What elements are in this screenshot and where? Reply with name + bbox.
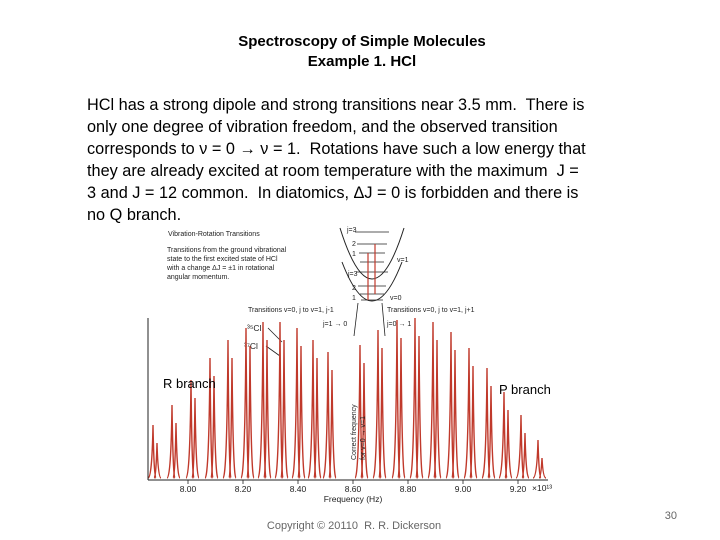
peak bbox=[427, 321, 437, 479]
x-label: Frequency (Hz) bbox=[324, 494, 383, 504]
paragraph-line: no Q branch. bbox=[87, 206, 181, 224]
peak bbox=[515, 414, 525, 479]
peak bbox=[397, 337, 406, 479]
peak bbox=[313, 357, 322, 479]
figure-caption: with a change ΔJ = ±1 in rotational bbox=[166, 265, 275, 272]
peak bbox=[487, 385, 496, 479]
peak bbox=[185, 379, 195, 479]
spectrum-peaks bbox=[147, 317, 547, 479]
peak bbox=[328, 369, 337, 479]
peak bbox=[191, 397, 200, 479]
peak bbox=[153, 442, 162, 479]
paragraph-line: corresponds to ν = 0 → ν = 1. Rotations … bbox=[87, 140, 586, 158]
p-branch-label: P branch bbox=[499, 382, 551, 397]
peak bbox=[433, 339, 442, 479]
transition-label: j=0 → 1 bbox=[386, 321, 411, 328]
peak bbox=[246, 345, 255, 479]
peak bbox=[532, 439, 542, 479]
x-tick-label: 8.60 bbox=[345, 484, 362, 494]
peak bbox=[322, 351, 332, 479]
transition-label: Transitions v=0, j to v=1, j-1 bbox=[248, 307, 334, 314]
figure-caption: state to the first excited state of HCl bbox=[167, 256, 278, 263]
copyright: Copyright © 20110 R. R. Dickerson bbox=[267, 520, 441, 532]
figure-caption: angular momentum. bbox=[167, 274, 229, 281]
paragraph-line: they are already excited at room tempera… bbox=[87, 162, 579, 180]
transition-label: j=1 → 0 bbox=[322, 321, 347, 328]
peak bbox=[166, 404, 176, 479]
state-label: v=0 bbox=[390, 295, 402, 302]
peak bbox=[297, 345, 306, 479]
figure-heading: Vibration-Rotation Transitions bbox=[168, 231, 260, 238]
peak bbox=[445, 331, 455, 479]
pointer bbox=[353, 302, 359, 337]
peak bbox=[378, 347, 387, 479]
pointer bbox=[381, 302, 386, 337]
isotope-label: ³⁷Cl bbox=[244, 341, 258, 351]
slide-title: Spectroscopy of Simple Molecules bbox=[238, 33, 486, 50]
upper-potential bbox=[339, 227, 405, 280]
peak bbox=[504, 409, 513, 479]
x-ticks: 8.00 8.20 8.40 8.60 8.80 9.00 9.20 bbox=[180, 480, 527, 494]
peak bbox=[210, 375, 219, 479]
center-label: Correct frequency for v=0 → v=1 bbox=[351, 404, 367, 460]
peak bbox=[469, 365, 478, 479]
peak bbox=[274, 321, 284, 479]
figure-caption: Transitions from the ground vibrational bbox=[167, 247, 287, 254]
page-number: 30 bbox=[665, 510, 677, 522]
peak bbox=[463, 347, 473, 479]
peak bbox=[307, 339, 317, 479]
state-label: v=1 bbox=[397, 257, 409, 264]
r-branch-label: R branch bbox=[163, 376, 216, 391]
x-exponent: ×10¹³ bbox=[532, 483, 552, 493]
paragraph-line: HCl has a strong dipole and strong trans… bbox=[87, 96, 584, 114]
peak bbox=[538, 457, 547, 479]
peak bbox=[172, 422, 181, 479]
peak bbox=[263, 339, 272, 479]
paragraph-line: only one degree of vibration freedom, an… bbox=[87, 118, 558, 136]
slide-subtitle: Example 1. HCl bbox=[308, 53, 416, 70]
x-tick-label: 8.20 bbox=[235, 484, 252, 494]
peak bbox=[415, 335, 424, 479]
peak bbox=[481, 367, 491, 479]
x-tick-label: 8.00 bbox=[180, 484, 197, 494]
isotope-label: ³⁵Cl bbox=[247, 323, 261, 333]
x-tick-label: 8.80 bbox=[400, 484, 417, 494]
level-label: 2 bbox=[352, 241, 356, 248]
peak bbox=[222, 339, 232, 479]
peak bbox=[372, 329, 382, 479]
peak bbox=[280, 339, 289, 479]
peak bbox=[257, 321, 267, 479]
level-label: 1 bbox=[352, 251, 356, 258]
peak bbox=[521, 432, 530, 479]
level-label: 2 bbox=[352, 285, 356, 292]
paragraph: HCl has a strong dipole and strong trans… bbox=[87, 96, 586, 224]
spectrum-figure: Vibration-Rotation Transitions Transitio… bbox=[147, 227, 552, 504]
peak bbox=[360, 362, 369, 479]
peak bbox=[451, 349, 460, 479]
level-label: j=3 bbox=[347, 271, 358, 278]
x-tick-label: 9.00 bbox=[455, 484, 472, 494]
peak bbox=[147, 424, 157, 479]
peak bbox=[409, 317, 419, 479]
peak bbox=[498, 391, 508, 479]
transition-label: Transitions v=0, j to v=1, j+1 bbox=[387, 307, 475, 314]
paragraph-line: 3 and J = 12 common. In diatomics, ΔJ = … bbox=[87, 184, 578, 202]
pointer bbox=[265, 345, 281, 357]
peak bbox=[291, 327, 301, 479]
peak bbox=[391, 319, 401, 479]
center-label-line: Correct frequency bbox=[351, 404, 358, 460]
x-tick-label: 9.20 bbox=[510, 484, 527, 494]
peak bbox=[228, 357, 237, 479]
center-label-line: for v=0 → v=1 bbox=[360, 416, 367, 460]
lower-potential bbox=[341, 261, 403, 302]
x-tick-label: 8.40 bbox=[290, 484, 307, 494]
level-label: j=3 bbox=[346, 227, 357, 234]
level-label: 1 bbox=[352, 295, 356, 302]
